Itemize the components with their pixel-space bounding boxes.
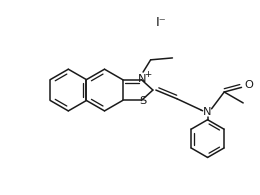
Text: O: O bbox=[244, 80, 253, 90]
Text: I⁻: I⁻ bbox=[156, 16, 166, 29]
Text: N: N bbox=[138, 74, 147, 84]
Text: S: S bbox=[139, 97, 146, 106]
Text: +: + bbox=[144, 70, 151, 79]
Text: N: N bbox=[203, 107, 212, 117]
